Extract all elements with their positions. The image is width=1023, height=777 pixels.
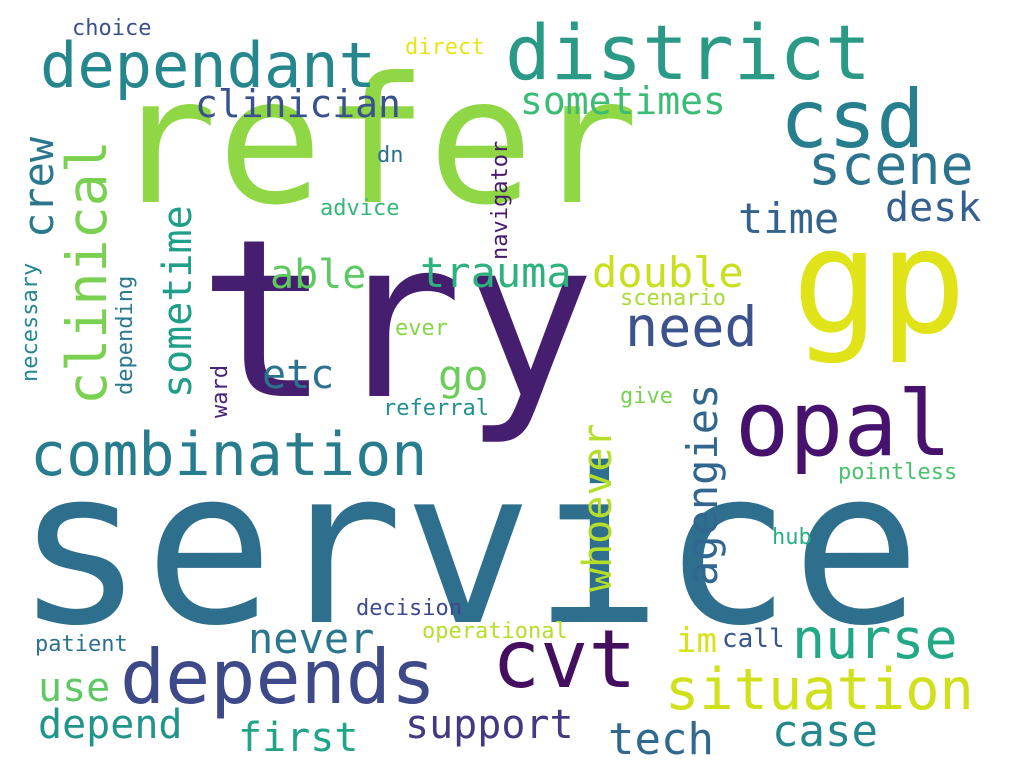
word-use: use xyxy=(38,665,111,711)
word-able: able xyxy=(270,252,367,298)
word-give: give xyxy=(620,384,673,409)
word-patient: patient xyxy=(35,632,128,657)
word-tech: tech xyxy=(608,714,714,765)
word-crew: crew xyxy=(14,136,63,238)
word-sometimes: sometimes xyxy=(520,79,726,123)
word-advice: advice xyxy=(320,196,400,221)
word-agengies: agengies xyxy=(678,383,727,586)
word-depend: depend xyxy=(38,702,183,748)
word-combination: combination xyxy=(30,420,428,490)
word-ever: ever xyxy=(395,316,448,341)
word-dn: dn xyxy=(377,143,404,168)
word-hub: hub xyxy=(772,525,812,550)
word-go: go xyxy=(438,351,489,400)
word-operational: operational xyxy=(422,619,568,644)
word-never: never xyxy=(248,614,375,663)
word-first: first xyxy=(238,715,359,761)
word-trauma: trauma xyxy=(420,248,572,297)
word-navigator: navigator xyxy=(488,140,513,260)
word-refer: refer xyxy=(112,41,639,244)
word-sometime: sometime xyxy=(155,205,201,398)
word-pointless: pointless xyxy=(838,460,958,485)
word-im: im xyxy=(676,621,717,661)
word-try: try xyxy=(198,192,596,448)
word-double: double xyxy=(592,248,744,297)
word-scenario: scenario xyxy=(620,286,726,311)
word-dependant: dependant xyxy=(40,29,376,102)
word-district: district xyxy=(505,8,872,97)
word-scene: scene xyxy=(808,133,974,197)
word-etc: etc xyxy=(262,352,335,398)
word-depends: depends xyxy=(120,633,437,721)
word-call: call xyxy=(722,624,785,654)
word-opal: opal xyxy=(735,372,952,477)
word-nurse: nurse xyxy=(792,607,958,671)
word-clinician: clinician xyxy=(195,82,401,126)
word-direct: direct xyxy=(405,35,485,60)
word-choice: choice xyxy=(72,16,152,41)
word-referral: referral xyxy=(383,396,489,421)
word-csd: csd xyxy=(780,73,925,166)
word-depending: depending xyxy=(113,275,138,395)
word-clinical: clinical xyxy=(55,140,119,405)
word-service: service xyxy=(15,422,922,673)
word-support: support xyxy=(405,702,574,748)
word-situation: situation xyxy=(665,657,974,723)
word-time: time xyxy=(738,194,840,243)
word-gp: gp xyxy=(792,198,967,367)
word-whoever: whoever xyxy=(575,423,621,592)
word-case: case xyxy=(772,706,878,757)
word-desk: desk xyxy=(885,185,982,231)
word-decision: decision xyxy=(356,596,462,621)
word-need: need xyxy=(625,295,758,359)
word-ward: ward xyxy=(208,365,233,418)
word-necessary: necessary xyxy=(18,262,43,382)
word-cvt: cvt xyxy=(492,613,637,706)
